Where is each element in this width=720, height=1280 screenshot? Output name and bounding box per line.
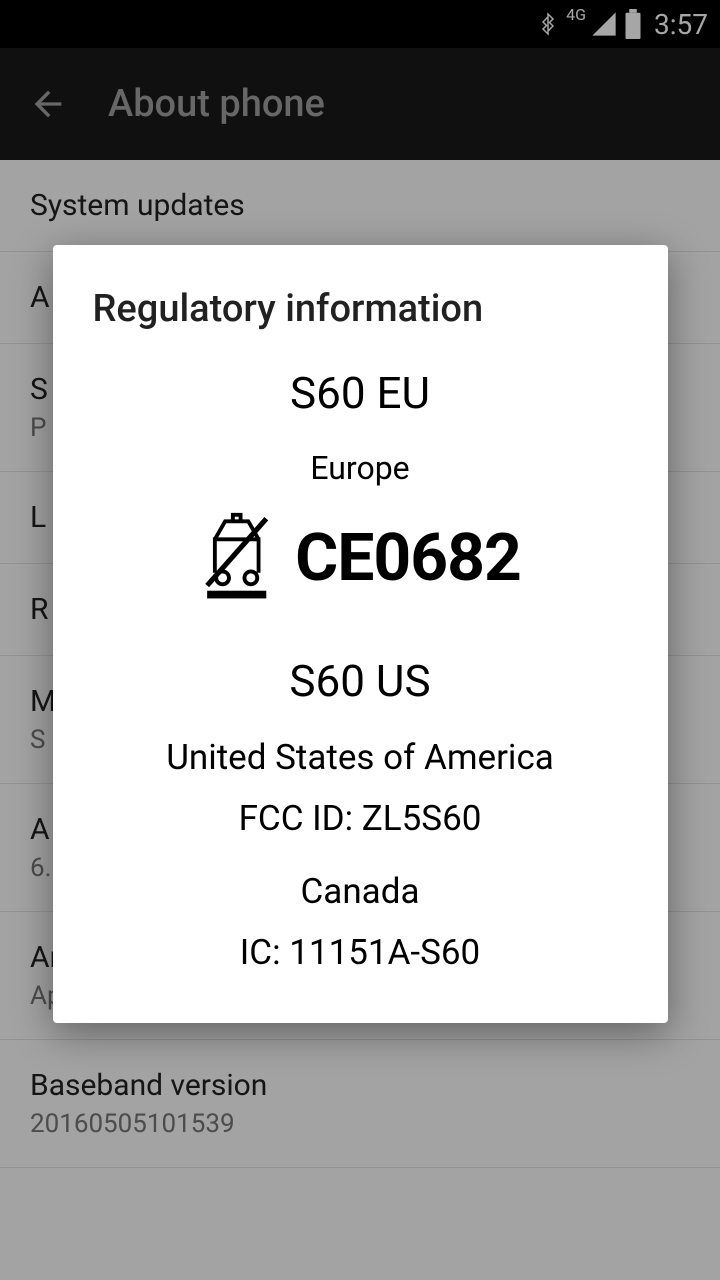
- region-ca-label: Canada: [93, 871, 628, 912]
- ce-mark-row: CE0682: [93, 511, 628, 605]
- ic-id-label: IC: 11151A-S60: [93, 932, 628, 973]
- region-us-label: United States of America: [93, 737, 628, 778]
- model-us-label: S60 US: [93, 655, 628, 707]
- region-eu-label: Europe: [93, 449, 628, 487]
- model-eu-label: S60 EU: [93, 367, 628, 419]
- ce-code-label: CE0682: [295, 520, 521, 597]
- regulatory-dialog: Regulatory information S60 EU Europe C: [53, 245, 668, 1023]
- modal-overlay[interactable]: Regulatory information S60 EU Europe C: [0, 0, 720, 1280]
- fcc-id-label: FCC ID: ZL5S60: [93, 798, 628, 839]
- dialog-title: Regulatory information: [93, 287, 628, 331]
- weee-icon: [199, 511, 277, 605]
